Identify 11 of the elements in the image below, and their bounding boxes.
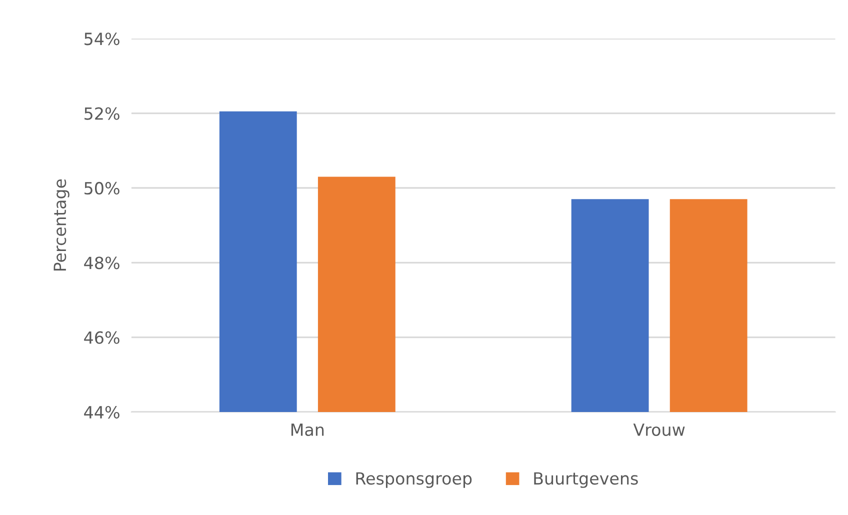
legend-label: Buurtgevens: [534, 472, 638, 488]
x-tick-label: Vrouw: [633, 424, 685, 436]
y-axis-title: Percentage: [54, 179, 70, 271]
y-tick-label: 52%: [84, 107, 120, 120]
legend-label: Responsgroep: [356, 472, 472, 488]
y-tick-label: 48%: [84, 256, 120, 270]
y-tick-label: 44%: [84, 406, 120, 419]
y-tick-label: 54%: [84, 32, 120, 46]
x-tick-label: Man: [291, 424, 324, 436]
y-tick-label: 46%: [84, 331, 120, 344]
y-tick-label: 50%: [84, 182, 120, 195]
